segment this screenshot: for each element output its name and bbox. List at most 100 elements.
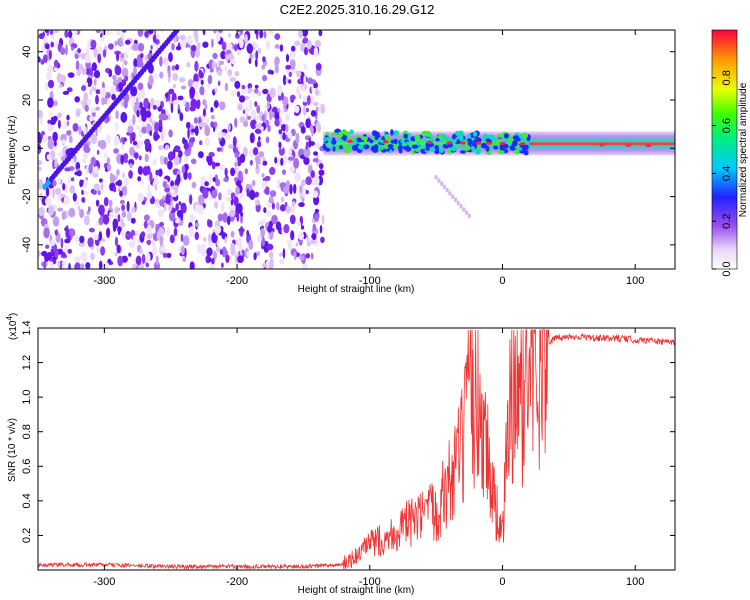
heatmap-cell — [101, 181, 104, 191]
heatmap-cell — [259, 30, 264, 39]
heatmap-cell — [121, 30, 127, 33]
heatmap-cell — [168, 129, 173, 138]
heatmap-cell — [167, 160, 173, 170]
heatmap-cell — [38, 159, 43, 166]
side-streak-cell — [459, 203, 463, 209]
heatmap-cell — [106, 157, 111, 165]
heatmap-cell — [191, 181, 197, 189]
heatmap-cell — [282, 74, 287, 86]
carrier-cell — [332, 146, 336, 152]
heatmap-cell — [211, 38, 214, 48]
heatmap-cell — [182, 137, 186, 145]
heatmap-cell — [52, 115, 58, 122]
heatmap-cell — [155, 169, 160, 176]
heatmap-cell — [248, 148, 255, 157]
heatmap-cell — [44, 252, 49, 263]
heatmap-cell — [137, 165, 143, 175]
carrier-cell — [450, 147, 457, 152]
heatmap-cell — [300, 194, 303, 201]
heatmap-cell — [209, 173, 213, 184]
heatmap-cell — [101, 237, 106, 243]
heatmap-cell — [234, 71, 240, 77]
heatmap-cell — [72, 192, 77, 202]
heatmap-cell — [248, 58, 252, 64]
heatmap-cell — [261, 263, 268, 268]
heatmap-cell — [281, 169, 287, 176]
heatmap-cell — [319, 224, 323, 234]
heatmap-cell — [88, 163, 93, 174]
heatmap-cell — [215, 179, 221, 187]
heatmap-cell — [255, 162, 259, 170]
heatmap-cell — [178, 150, 183, 158]
heatmap-cell — [95, 94, 99, 105]
heatmap-cell — [224, 236, 227, 244]
heatmap-cell — [158, 168, 163, 177]
heatmap-cell — [99, 87, 107, 98]
heatmap-cell — [296, 70, 302, 78]
heatmap-cell — [64, 167, 71, 172]
heatmap-cell — [298, 232, 304, 240]
heatmap-cell — [172, 73, 178, 81]
heatmap-cell — [254, 128, 262, 134]
heatmap-cell — [311, 83, 314, 94]
heatmap-cell — [224, 167, 228, 177]
heatmap-cell — [113, 186, 117, 193]
heatmap-cell — [120, 111, 128, 123]
heatmap-cell — [315, 62, 322, 71]
heatmap-cell — [299, 255, 305, 261]
heatmap-cell — [217, 30, 223, 33]
heatmap-cell — [267, 225, 273, 233]
carrier-cell — [357, 148, 363, 153]
heatmap-cell — [290, 45, 296, 52]
carrier-cell — [390, 139, 395, 144]
heatmap-cell — [96, 150, 100, 155]
heatmap-cell — [217, 70, 223, 76]
heatmap-cell — [271, 202, 275, 210]
heatmap-cell — [234, 151, 239, 159]
heatmap-cell — [112, 74, 117, 81]
heatmap-cell — [169, 210, 176, 222]
snr-x-axis: -300 -200 -100 0 100 — [93, 328, 644, 588]
heatmap-cell — [294, 172, 301, 182]
heatmap-cell — [274, 33, 281, 40]
heatmap-cell — [125, 39, 131, 45]
heatmap-cell — [212, 60, 215, 70]
heatmap-cell — [270, 70, 274, 75]
side-streak-cell — [464, 210, 469, 216]
heatmap-cell — [102, 214, 110, 225]
heatmap-cell — [89, 67, 93, 77]
heatmap-cell — [244, 105, 248, 116]
heatmap-cell — [45, 186, 50, 197]
heatmap-cell — [202, 41, 209, 48]
carrier-cell — [471, 145, 475, 153]
heatmap-cell — [134, 152, 139, 159]
heatmap-cell — [159, 155, 165, 165]
heatmap-cell — [109, 86, 116, 96]
heatmap-cell — [315, 121, 321, 129]
carrier-cell — [393, 138, 398, 145]
heatmap-cell — [156, 231, 160, 241]
heatmap-cell — [248, 99, 253, 110]
heatmap-cell — [176, 209, 183, 218]
heatmap-cell — [302, 262, 308, 269]
heatmap-cell — [211, 161, 216, 170]
heatmap-cell — [295, 132, 300, 144]
heatmap-cell — [268, 109, 273, 121]
carrier-peak — [426, 140, 433, 145]
carrier-cell — [421, 146, 427, 150]
heatmap-cell — [258, 151, 265, 158]
heatmap-cell — [53, 140, 57, 147]
heatmap-cell — [67, 176, 72, 184]
heatmap-cell — [115, 110, 119, 120]
heatmap-cell — [279, 44, 284, 52]
heatmap-cell — [94, 234, 99, 241]
heatmap-cell — [212, 52, 218, 60]
diagonal-trace-cell — [175, 30, 180, 34]
colorbar-tick-label: 0.6 — [721, 118, 733, 133]
heatmap-cell — [95, 129, 98, 137]
heatmap-cell — [235, 203, 242, 213]
heatmap-cell — [228, 33, 231, 38]
heatmap-cell — [149, 130, 152, 137]
heatmap-cell — [38, 250, 41, 257]
heatmap-cell — [116, 244, 121, 254]
